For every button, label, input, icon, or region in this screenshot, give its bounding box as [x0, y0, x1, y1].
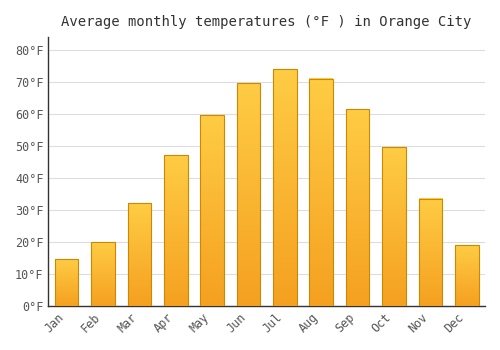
- Bar: [382, 147, 406, 306]
- Bar: [91, 242, 115, 306]
- Bar: [164, 155, 188, 306]
- Bar: [418, 199, 442, 306]
- Bar: [310, 79, 333, 306]
- Bar: [54, 259, 78, 306]
- Bar: [455, 245, 478, 306]
- Bar: [128, 203, 151, 306]
- Bar: [346, 109, 370, 306]
- Bar: [236, 84, 260, 306]
- Title: Average monthly temperatures (°F ) in Orange City: Average monthly temperatures (°F ) in Or…: [62, 15, 472, 29]
- Bar: [273, 69, 296, 306]
- Bar: [200, 116, 224, 306]
